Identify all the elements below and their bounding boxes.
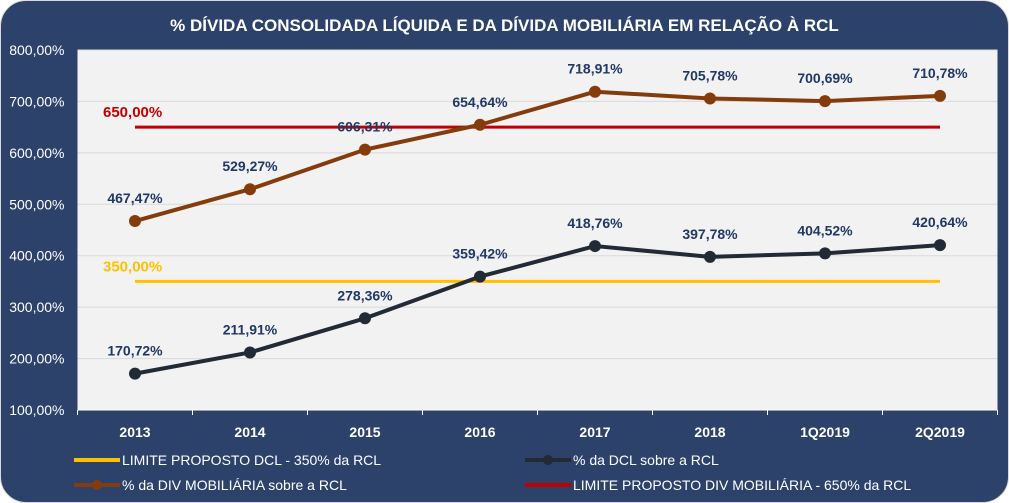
data-label: 397,78% <box>682 226 738 242</box>
data-point <box>129 367 141 380</box>
limit-label: 350,00% <box>103 258 162 275</box>
data-label: 359,42% <box>452 246 508 262</box>
limit-label: 650,00% <box>103 104 162 121</box>
data-label: 700,69% <box>797 70 853 86</box>
y-tick-label: 100,00% <box>9 402 64 418</box>
x-tick-label: 2018 <box>694 424 725 440</box>
series-line <box>134 243 941 376</box>
legend-item-mobiliaria: % da DIV MOBILIÁRIA sobre a RCL <box>74 477 347 493</box>
data-point <box>244 183 256 196</box>
data-label: 467,47% <box>107 190 163 206</box>
legend-label: % da DCL sobre a RCL <box>573 452 719 468</box>
legend-swatch-yellow <box>74 458 120 462</box>
y-tick-label: 400,00% <box>9 248 64 264</box>
legend-item-dcl: % da DCL sobre a RCL <box>525 452 719 468</box>
x-tick-label: 2013 <box>119 424 150 440</box>
legend-label: LIMITE PROPOSTO DIV MOBILIÁRIA - 650% da… <box>573 477 912 493</box>
y-tick-label: 500,00% <box>9 196 64 212</box>
data-label: 606,31% <box>337 119 393 135</box>
data-point <box>589 240 601 253</box>
data-label: 705,78% <box>682 67 738 83</box>
data-label: 211,91% <box>223 321 278 337</box>
data-label: 278,36% <box>337 287 393 303</box>
y-tick-label: 200,00% <box>9 351 64 367</box>
data-label: 404,52% <box>797 222 853 238</box>
y-tick-label: 600,00% <box>9 145 64 161</box>
x-tick-label: 2017 <box>579 424 610 440</box>
data-label: 654,64% <box>452 94 508 110</box>
plot-area <box>77 50 998 410</box>
data-point <box>474 270 486 283</box>
y-tick-label: 800,00% <box>9 42 64 58</box>
data-point <box>359 312 371 325</box>
legend-item-dcl-limit: LIMITE PROPOSTO DCL - 350% da RCL <box>74 452 381 468</box>
legend-label: LIMITE PROPOSTO DCL - 350% da RCL <box>122 452 382 468</box>
legend-swatch-dark <box>525 455 571 465</box>
data-point <box>819 247 831 260</box>
series-line <box>134 89 941 223</box>
legend-item-mobiliaria-limit: LIMITE PROPOSTO DIV MOBILIÁRIA - 650% da… <box>525 477 911 493</box>
y-tick-label: 700,00% <box>9 93 64 109</box>
data-label: 718,91% <box>567 61 623 77</box>
data-point <box>359 143 371 156</box>
x-tick-label: 2015 <box>349 424 380 440</box>
data-point <box>474 118 486 131</box>
x-tick-label: 2016 <box>464 424 495 440</box>
data-point <box>129 215 141 228</box>
legend-label: % da DIV MOBILIÁRIA sobre a RCL <box>122 477 347 493</box>
legend-swatch-red <box>525 483 571 487</box>
x-tick-label: 1Q2019 <box>800 424 850 440</box>
data-point <box>934 239 946 252</box>
data-label: 710,78% <box>912 65 968 81</box>
x-tick-label: 2Q2019 <box>915 424 965 440</box>
legend-swatch-brown <box>74 480 120 490</box>
data-label: 420,64% <box>912 214 968 230</box>
chart-title: % DÍVIDA CONSOLIDADA LÍQUIDA E DA DÍVIDA… <box>170 16 839 35</box>
data-point <box>244 346 256 359</box>
data-point <box>704 92 716 105</box>
data-point <box>819 95 831 108</box>
data-point <box>934 89 946 102</box>
data-point <box>589 85 601 98</box>
data-point <box>704 250 716 263</box>
data-label: 529,27% <box>222 158 278 174</box>
data-label: 170,72% <box>107 343 163 359</box>
y-tick-label: 300,00% <box>9 299 64 315</box>
data-label: 418,76% <box>567 215 623 231</box>
x-tick-label: 2014 <box>234 424 265 440</box>
